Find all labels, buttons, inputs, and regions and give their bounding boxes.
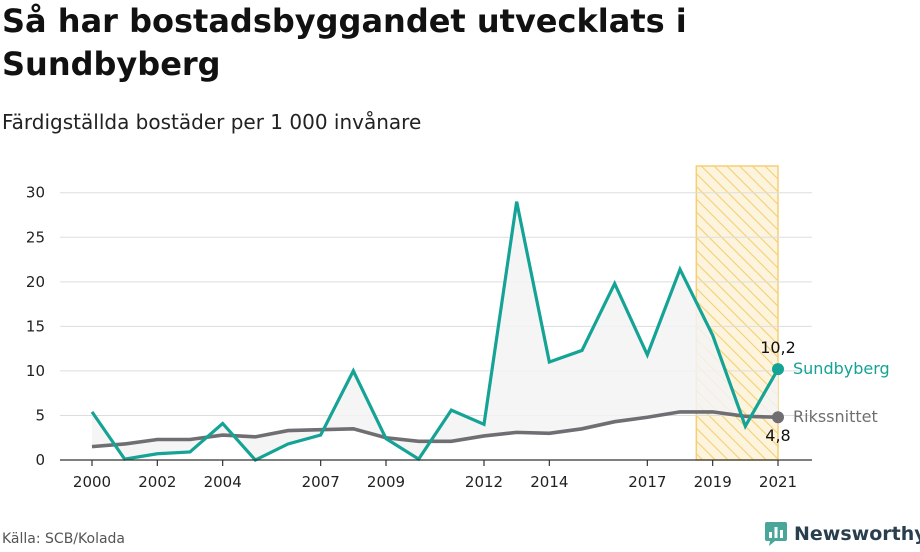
series-label-sundbyberg: Sundbyberg [793, 359, 890, 378]
y-tick-label: 25 [26, 228, 45, 246]
newsworthy-logo-text: Newsworthy [794, 523, 920, 545]
x-tick-label: 2021 [759, 473, 797, 491]
x-tick-label: 2004 [204, 473, 242, 491]
y-tick-label: 10 [26, 362, 45, 380]
end-marker-rikssnittet [772, 411, 784, 424]
x-tick-label: 2000 [73, 473, 111, 491]
source-note: Källa: SCB/Kolada [2, 531, 126, 547]
chart-title: Så har bostadsbyggandet utvecklats i Sun… [2, 2, 687, 83]
x-tick-label: 2007 [302, 473, 340, 491]
x-tick-label: 2002 [138, 473, 176, 491]
series-line-sundbyberg [90, 201, 780, 462]
newsworthy-logo-icon [765, 522, 787, 546]
gap-area [92, 201, 778, 461]
y-tick-label: 15 [26, 317, 45, 335]
y-tick-label: 30 [26, 184, 45, 202]
y-tick-label: 20 [26, 273, 45, 291]
x-tick-label: 2012 [465, 473, 503, 491]
x-tick-label: 2017 [628, 473, 666, 491]
end-value-sundbyberg: 10,2 [760, 338, 796, 357]
y-tick-label: 0 [35, 451, 45, 469]
x-tick-label: 2014 [530, 473, 568, 491]
x-tick-label: 2019 [694, 473, 732, 491]
chart-subtitle: Färdigställda bostäder per 1 000 invånar… [2, 110, 422, 134]
newsworthy-logo: Newsworthy [764, 521, 920, 547]
x-tick-label: 2009 [367, 473, 405, 491]
y-tick-label: 5 [35, 406, 45, 424]
end-marker-sundbyberg [772, 363, 784, 376]
series-label-rikssnittet: Rikssnittet [793, 407, 878, 426]
end-value-rikssnittet: 4,8 [765, 426, 790, 445]
